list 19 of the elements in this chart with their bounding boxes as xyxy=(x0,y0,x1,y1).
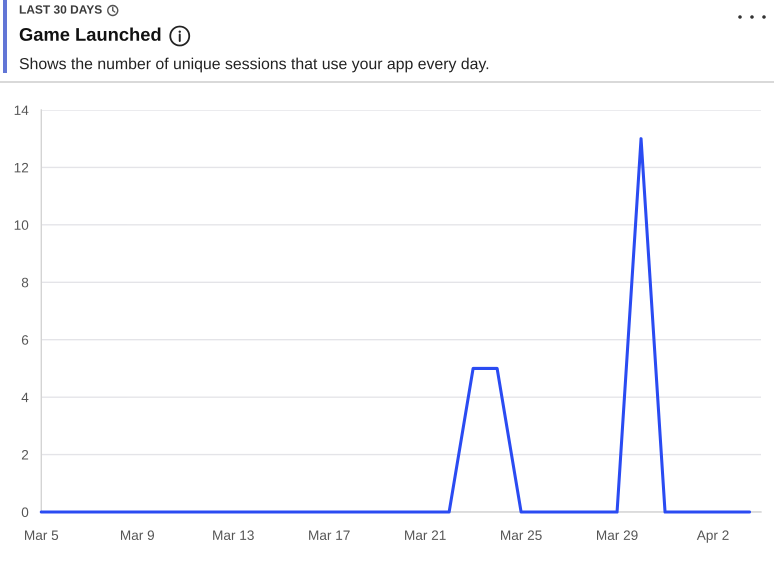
y-tick-label: 0 xyxy=(22,507,28,518)
y-tick-label: 12 xyxy=(14,162,28,172)
y-tick-label: 6 xyxy=(22,335,28,345)
x-tick-label: Mar 13 xyxy=(213,530,254,540)
x-tick-label: Mar 9 xyxy=(120,530,154,540)
chart-subtitle: Shows the number of unique sessions that use your app every day. xyxy=(20,58,488,72)
y-tick-label: 4 xyxy=(22,392,28,402)
x-tick-label: Mar 25 xyxy=(501,530,542,540)
x-tick-label: Mar 17 xyxy=(309,530,350,540)
y-tick-label: 2 xyxy=(22,450,28,460)
y-tick-label: 14 xyxy=(14,106,28,115)
chart-title: Game Launched xyxy=(20,27,160,41)
text: LAST 30 DAYS xyxy=(20,5,102,14)
y-tick-label: 8 xyxy=(22,278,28,288)
x-tick-label: Mar 5 xyxy=(25,530,58,540)
y-tick-label: 10 xyxy=(14,220,28,230)
x-tick-label: Apr 2 xyxy=(696,530,729,543)
x-tick-label: Mar 21 xyxy=(405,530,446,540)
x-tick-label: Mar 29 xyxy=(596,530,638,540)
